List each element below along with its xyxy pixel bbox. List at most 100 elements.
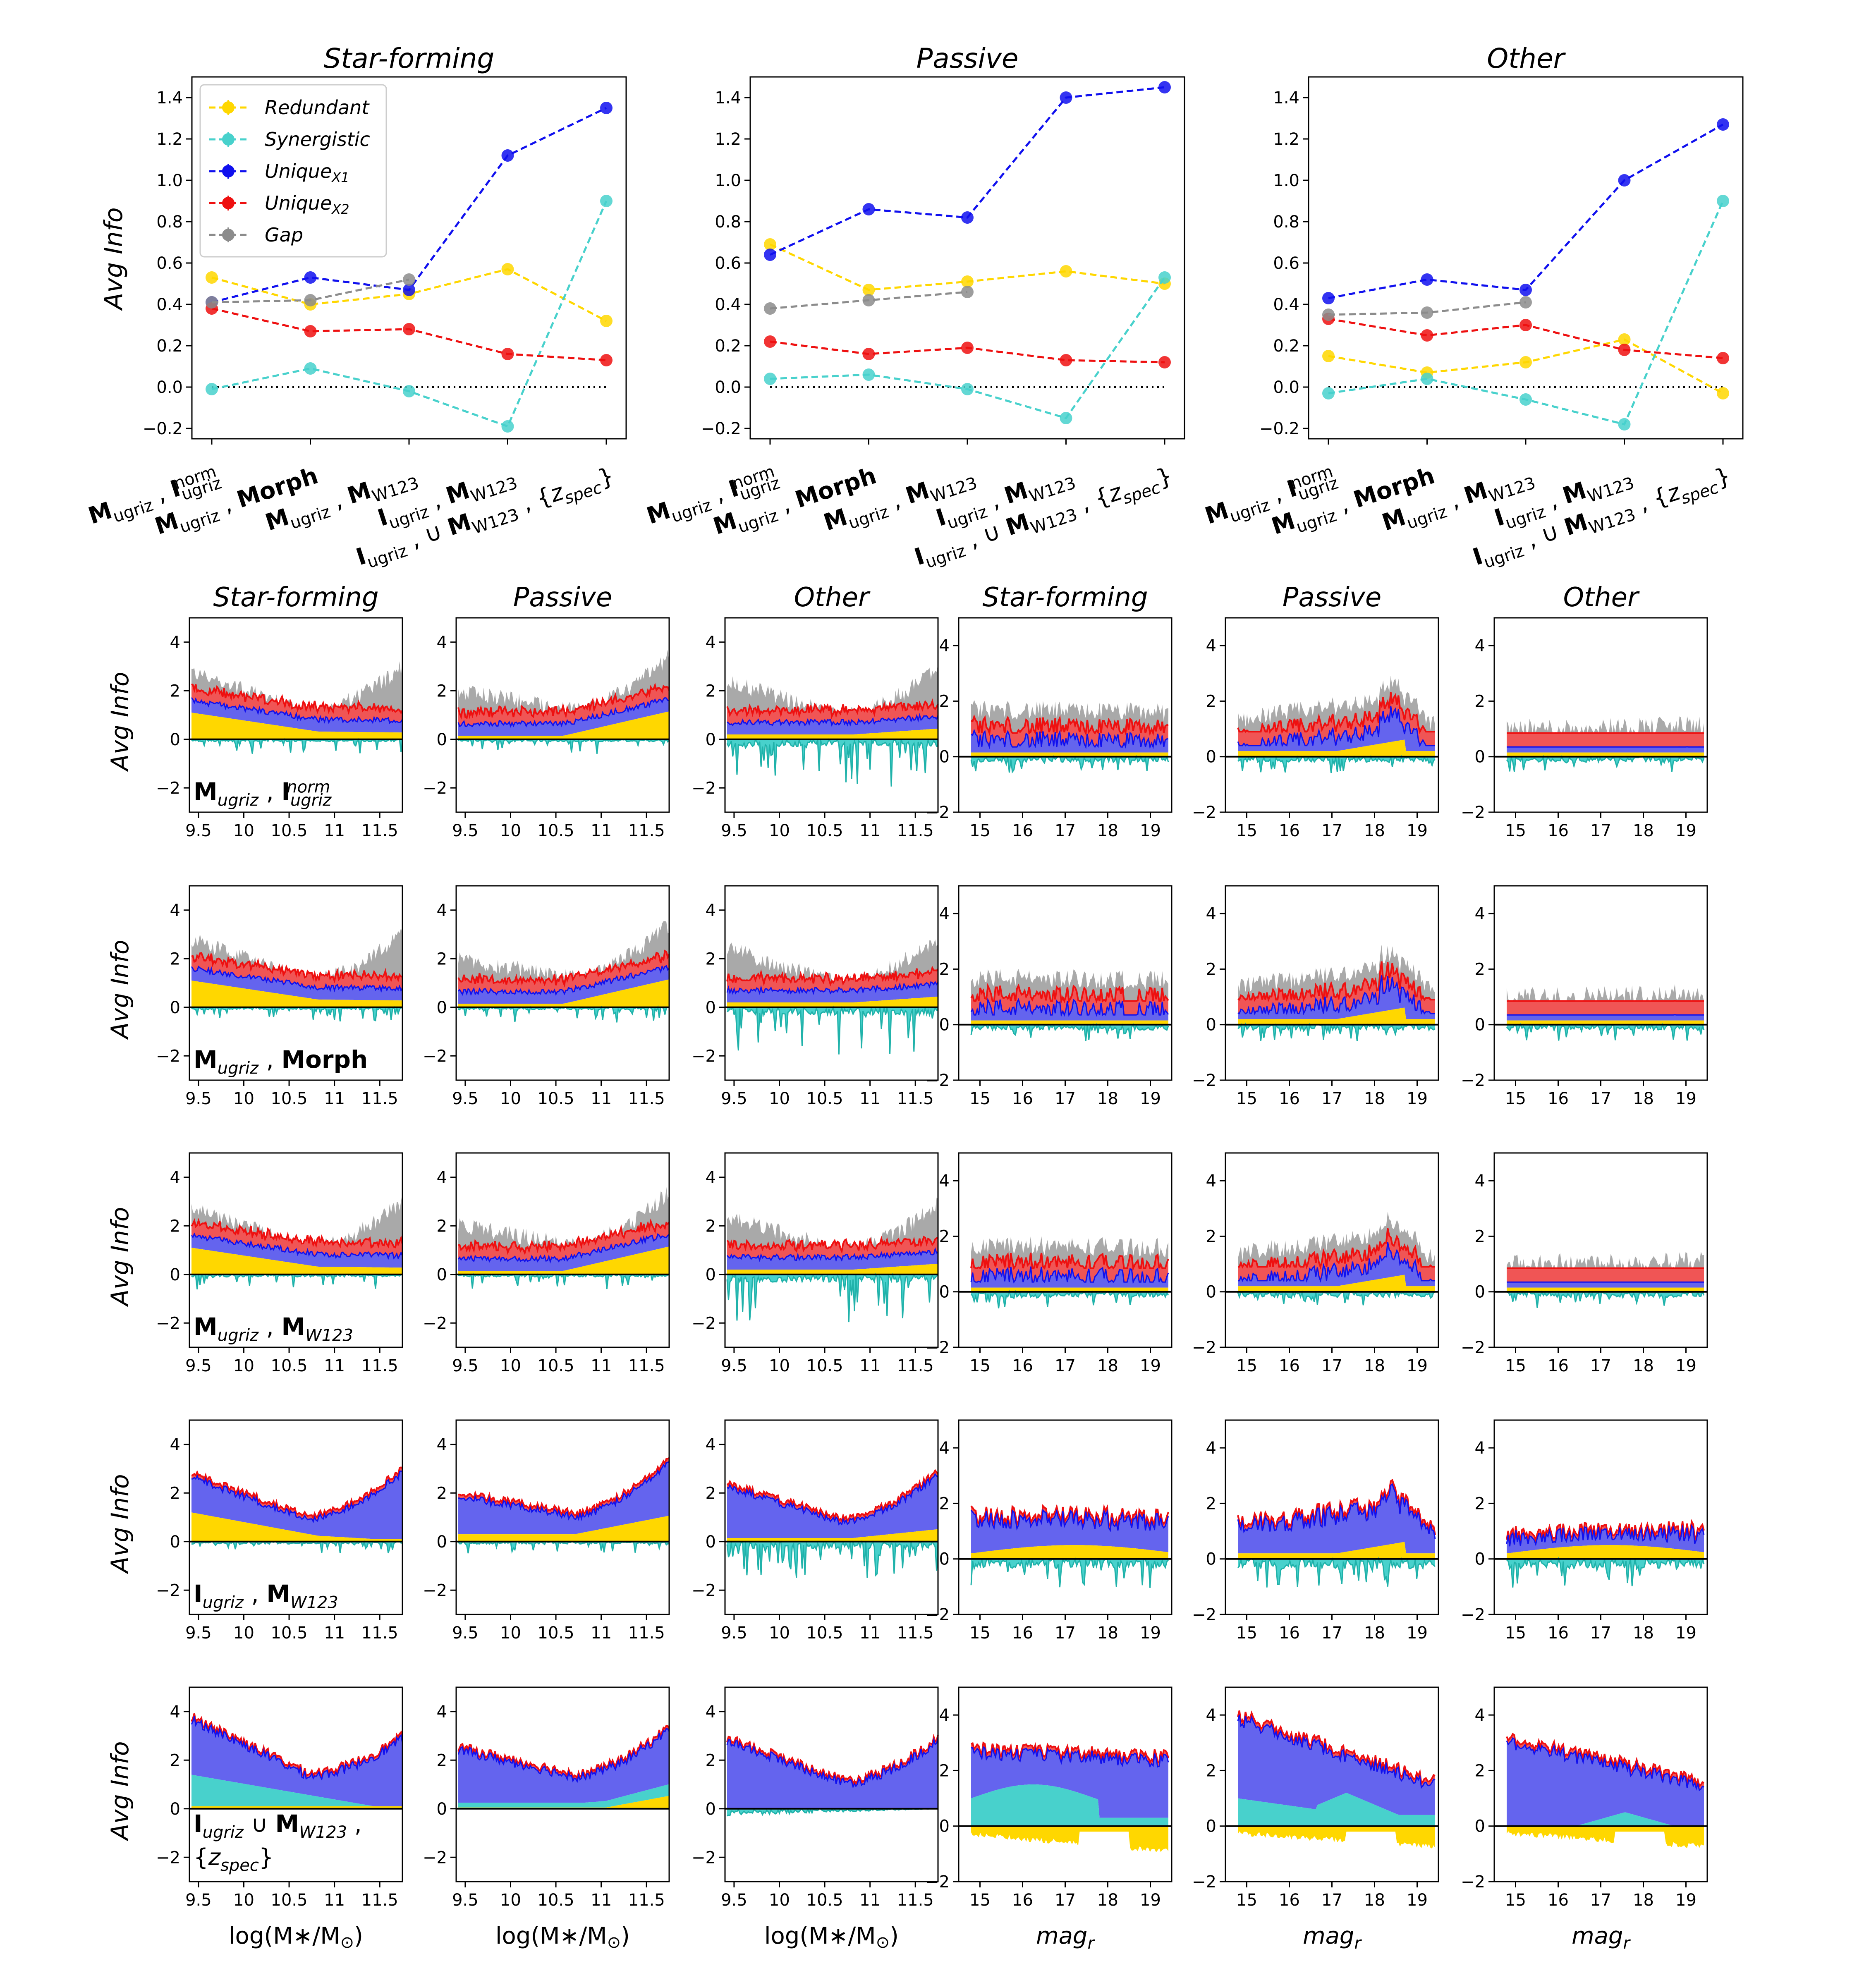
- panel-r4-c4: −2 0 2 4 15 16 17 18 19: [925, 1419, 1172, 1643]
- data-point-unique_x1: [403, 284, 415, 296]
- label-part: M: [275, 1810, 299, 1838]
- label-part: ,: [258, 777, 281, 806]
- y-tick-label: −0.2: [1259, 419, 1299, 438]
- unique-x1-area: [727, 1738, 938, 1809]
- panel-frame: [1493, 1419, 1708, 1615]
- unique-x1-line: [727, 713, 939, 727]
- label-part: ): [621, 1923, 630, 1949]
- x-tick-label: 10: [500, 1891, 521, 1910]
- unique-x2-area: [458, 685, 669, 727]
- x-tick-label: 18: [1364, 821, 1385, 840]
- label-part: W123: [928, 474, 979, 507]
- y-tick-label: 4: [1206, 636, 1216, 655]
- data-point-synergistic: [1519, 393, 1532, 406]
- x-tick-label: 18: [1633, 821, 1654, 840]
- x-tick-label: 9.5: [452, 1089, 479, 1108]
- x-tick-label: 10: [233, 1624, 254, 1643]
- x-tick-label: 11.5: [361, 821, 398, 840]
- y-tick-label: 4: [170, 1168, 180, 1187]
- y-tick-label: 2: [437, 1217, 447, 1236]
- y-tick-label: 2: [706, 1217, 716, 1236]
- y-tick-label: 1.4: [715, 88, 741, 108]
- data-point-synergistic: [600, 195, 613, 207]
- x-tick-label: 11: [324, 821, 345, 840]
- legend-marker: [222, 229, 234, 241]
- data-point-synergistic: [961, 383, 974, 395]
- column-title: Star-forming: [982, 582, 1148, 613]
- gap-area: [1238, 945, 1435, 1000]
- x-tick-label: 10: [233, 821, 254, 840]
- y-tick-label: 0: [939, 1016, 950, 1035]
- unique-x2-line: [457, 949, 670, 988]
- label-part: ugriz: [218, 1326, 259, 1345]
- y-tick-label: 2: [1475, 1761, 1485, 1780]
- x-tick-label: 11: [591, 1891, 612, 1910]
- x-axis-label: log(M∗/M⊙): [229, 1923, 363, 1952]
- unique-x1-line: [1237, 706, 1435, 748]
- panel-frame: [724, 885, 939, 1081]
- panel-r5-c6: −2 0 2 4 15 16 17 18 19 magr: [1461, 1686, 1708, 1953]
- synergistic-negative-area: [191, 1541, 402, 1553]
- y-tick-label: 4: [939, 1172, 950, 1191]
- legend-marker: [222, 197, 234, 209]
- gap-area: [1238, 675, 1435, 732]
- label-part: ugriz: [203, 1823, 244, 1842]
- synergistic-area: [1238, 1793, 1435, 1826]
- x-tick-label: 18: [1364, 1089, 1385, 1108]
- x-tick-label: 11.5: [628, 1891, 665, 1910]
- synergistic-line: [191, 1540, 403, 1554]
- unique-x1-area: [971, 1000, 1168, 1021]
- label-part: mag: [1572, 1923, 1623, 1949]
- x-tick-label: 9.5: [185, 1089, 212, 1108]
- label-part: ∪: [244, 1811, 275, 1838]
- label-part: mag: [1036, 1923, 1087, 1949]
- y-tick-label: 2: [939, 692, 950, 711]
- x-axis-label: magr: [1303, 1923, 1362, 1953]
- panel-r1-c5: −2 0 2 4 15 16 17 18 19 Passive: [1192, 582, 1439, 840]
- label-part: ugriz: [218, 1059, 259, 1078]
- y-tick-label: −2: [1461, 803, 1485, 822]
- x-tick-label: 11.5: [361, 1891, 398, 1910]
- label-part: W123: [1486, 474, 1538, 507]
- synergistic-line: [970, 1023, 1169, 1041]
- unique-x2-line: [1506, 1519, 1705, 1543]
- redundant-area: [971, 1545, 1168, 1559]
- redundant-area: [458, 979, 669, 1007]
- data-point-synergistic: [501, 420, 514, 433]
- x-tick-label: 11.5: [628, 1356, 665, 1375]
- unique-x1-line: [726, 1737, 939, 1789]
- label-part: W123: [1586, 505, 1638, 538]
- panel-r1-c6: −2 0 2 4 15 16 17 18 19 Other: [1461, 582, 1708, 840]
- data-point-redundant: [206, 271, 218, 284]
- data-point-gap: [206, 296, 218, 309]
- synergistic-line: [1506, 755, 1705, 772]
- unique-x1-line: [457, 1728, 670, 1783]
- label-part: X1: [331, 170, 349, 185]
- x-tick-label: 9.5: [452, 1356, 479, 1375]
- y-tick-label: 0.8: [156, 213, 183, 232]
- data-point-synergistic: [1618, 418, 1631, 430]
- label-part: log(M: [495, 1923, 560, 1949]
- gap-area: [458, 650, 669, 718]
- y-tick-label: 0: [437, 998, 447, 1017]
- x-tick-label: 11: [859, 821, 881, 840]
- y-tick-label: 4: [437, 901, 447, 920]
- series-line-unique_x1: [769, 86, 1165, 256]
- synergistic-line: [1237, 1022, 1436, 1041]
- redundant-area: [458, 1516, 669, 1542]
- label-part: Gap: [265, 224, 303, 246]
- top-chart-0: Star-forming −0.2 0.0 0.2 0.4 0.6 0.8 1.0 1.2 1.4…: [85, 43, 627, 572]
- y-tick-label: 0.0: [156, 378, 183, 397]
- unique-x2-line: [970, 983, 1169, 1004]
- x-tick-label: 10: [500, 1624, 521, 1643]
- data-point-gap: [862, 294, 875, 306]
- y-tick-label: 0: [1206, 1016, 1216, 1035]
- x-tick-label: 19: [1140, 1356, 1161, 1375]
- y-tick-label: 0: [706, 1800, 716, 1819]
- x-tick-label: 18: [1633, 1356, 1654, 1375]
- y-tick-label: 0.2: [1273, 337, 1299, 356]
- x-tick-label: 16: [1279, 1356, 1300, 1375]
- column-title: Passive: [1283, 582, 1382, 613]
- x-tick-label: 11.5: [628, 821, 665, 840]
